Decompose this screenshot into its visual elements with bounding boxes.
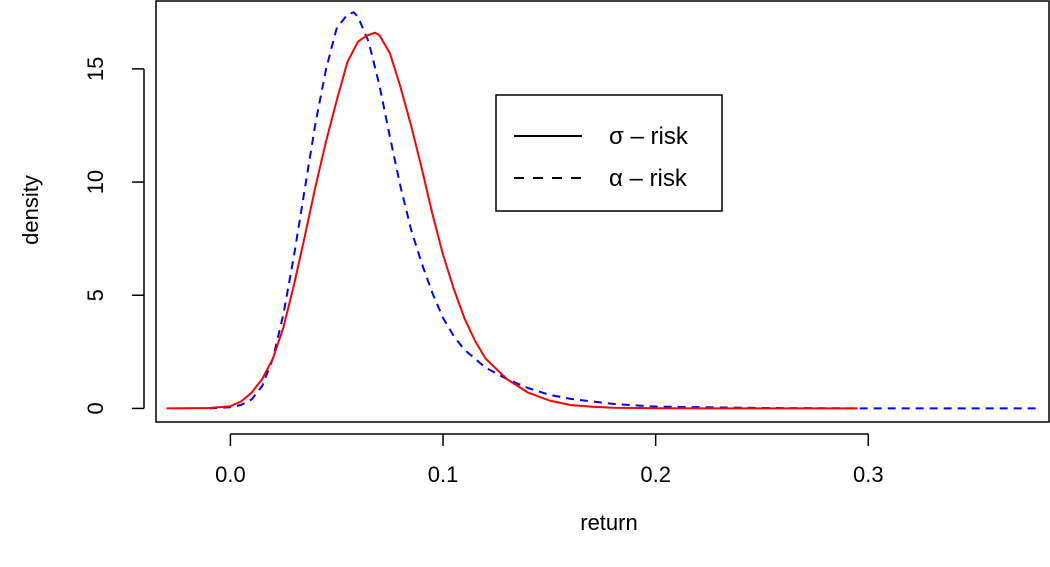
x-tick-label: 0.2	[640, 462, 671, 487]
y-axis: 0 5 10 15	[83, 57, 145, 415]
x-tick-label: 0.1	[428, 462, 459, 487]
x-axis: 0.0 0.1 0.2 0.3	[215, 433, 884, 487]
y-tick-label: 15	[83, 57, 108, 81]
y-tick-label: 5	[83, 289, 108, 301]
plot-area-frame	[155, 0, 1050, 423]
y-tick-label: 10	[83, 170, 108, 194]
x-axis-title: return	[580, 510, 637, 535]
y-axis-title: density	[18, 175, 43, 245]
series-line-alpha-risk	[209, 11, 1039, 410]
legend-label-alpha-risk: α – risk	[609, 165, 688, 192]
series-line-sigma-risk	[166, 31, 858, 410]
legend-box	[495, 94, 723, 212]
x-tick-label: 0.0	[215, 462, 246, 487]
legend-label-sigma-risk: σ – risk	[609, 123, 689, 150]
y-tick-label: 0	[83, 402, 108, 414]
x-tick-label: 0.3	[853, 462, 884, 487]
legend: σ – risk α – risk	[495, 94, 723, 212]
series-layer	[166, 11, 1039, 410]
